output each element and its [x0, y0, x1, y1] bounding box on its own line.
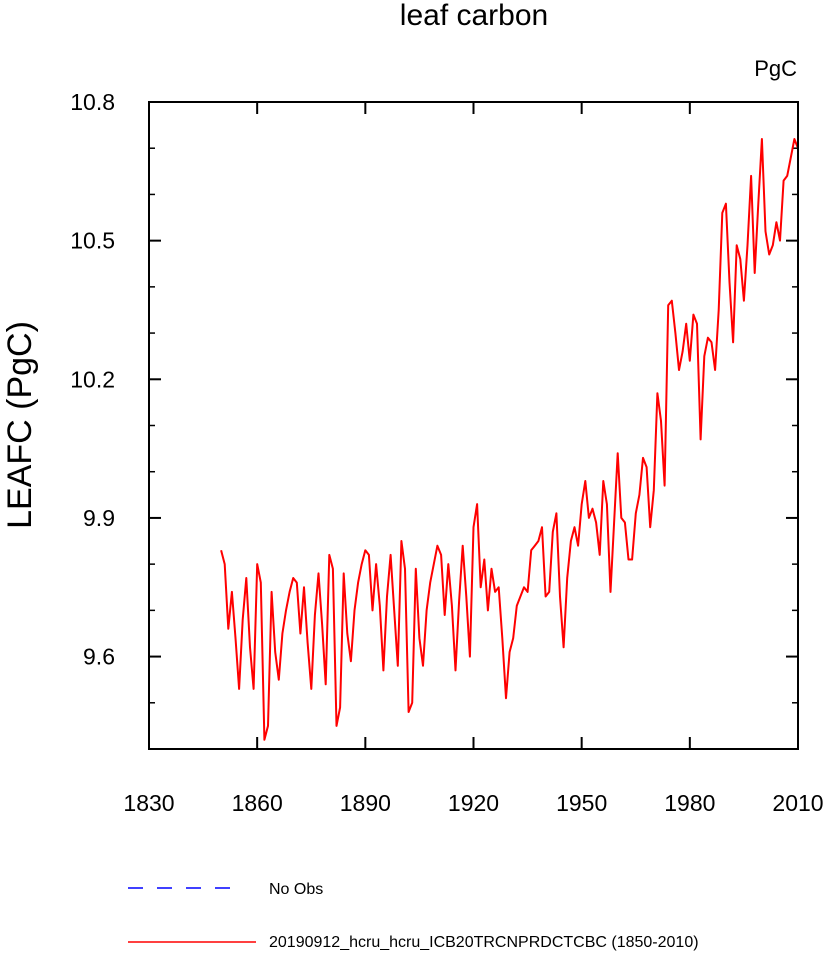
- y-tick-label: 9.9: [83, 505, 115, 531]
- legend-label-model-run: 20190912_hcru_hcru_ICB20TRCNPRDCTCBC (18…: [269, 934, 699, 951]
- units-label: PgC: [754, 56, 797, 81]
- series-line-red: [220, 138, 799, 741]
- y-minor-ticks: [149, 147, 798, 750]
- legend-label-no-obs: No Obs: [269, 881, 323, 898]
- y-axis-label: LEAFC (PgC): [1, 321, 39, 529]
- x-axis-ticks: 1830 1860 1890 1920 1950 1980 2010: [123, 102, 824, 816]
- y-tick-label: 10.5: [70, 228, 115, 254]
- y-tick-label: 10.2: [70, 366, 115, 392]
- x-tick-label: 1980: [664, 790, 715, 816]
- chart-title: leaf carbon: [400, 0, 548, 32]
- x-tick-label: 2010: [772, 790, 823, 816]
- legend: No Obs 20190912_hcru_hcru_ICB20TRCNPRDCT…: [128, 881, 699, 951]
- x-tick-label: 1920: [448, 790, 499, 816]
- x-tick-label: 1830: [123, 790, 174, 816]
- x-tick-label: 1950: [556, 790, 607, 816]
- x-tick-label: 1860: [232, 790, 283, 816]
- x-tick-label: 1890: [340, 790, 391, 816]
- plot-frame: [148, 101, 799, 750]
- y-tick-label: 9.6: [83, 644, 115, 670]
- y-tick-label: 10.8: [70, 89, 115, 115]
- y-axis-ticks: 9.6 9.9 10.2 10.5 10.8: [70, 89, 798, 670]
